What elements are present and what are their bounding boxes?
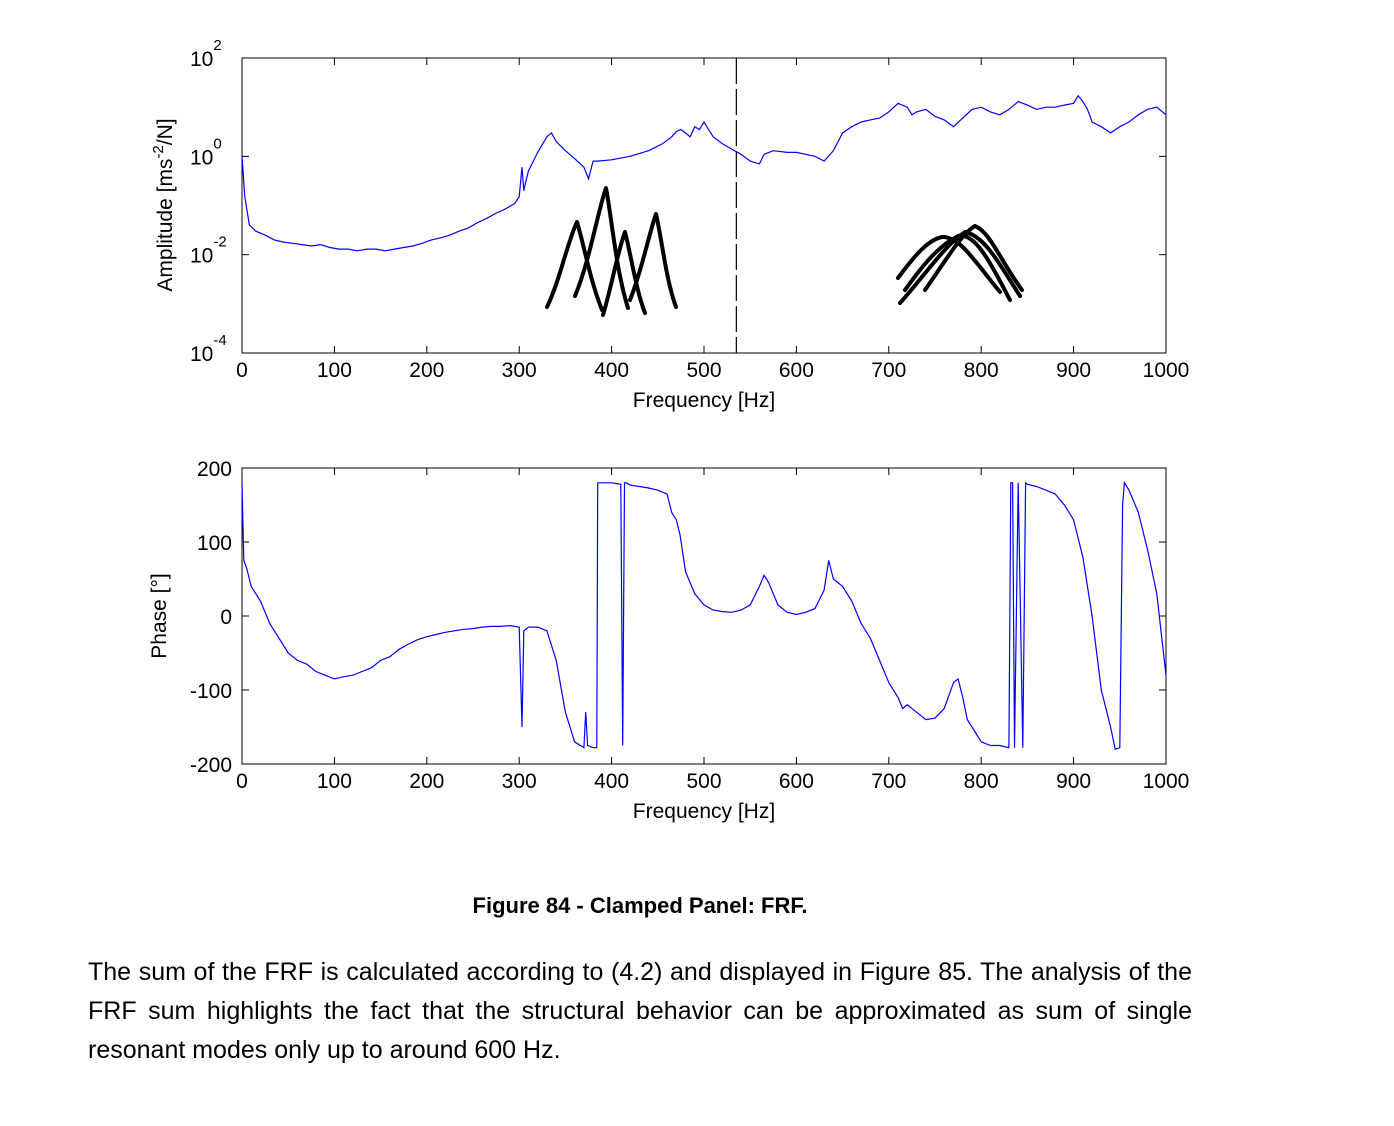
y-tick-label: 0 [220, 606, 232, 629]
sketch-peak-1 [545, 220, 604, 312]
x-tick-label: 700 [871, 359, 906, 382]
x-tick-label: 0 [236, 359, 248, 382]
plot-frame [241, 467, 1167, 765]
y-tick-label: -100 [190, 680, 232, 703]
sketch-overlapping-modes [896, 224, 1024, 305]
sketch-mode-1 [896, 234, 1002, 294]
y-tick-label: 102 [190, 37, 222, 71]
x-tick-label: 1000 [1143, 770, 1190, 793]
y-axis-label: Phase [°] [148, 573, 171, 658]
x-axis-label: Frequency [Hz] [633, 800, 775, 823]
x-tick-label: 1000 [1143, 359, 1190, 382]
sketch-mode-4 [923, 224, 1024, 292]
x-tick-label: 900 [1056, 359, 1091, 382]
x-tick-label: 400 [594, 770, 629, 793]
series-line [241, 480, 1167, 750]
x-tick-label: 500 [686, 770, 721, 793]
x-tick-label: 500 [686, 359, 721, 382]
x-tick-label: 200 [409, 359, 444, 382]
x-tick-label: 0 [236, 770, 248, 793]
sketch-peak-3 [601, 230, 647, 317]
x-tick-label: 900 [1056, 770, 1091, 793]
x-axis-label: Frequency [Hz] [633, 389, 775, 412]
plot-frame [241, 57, 1167, 354]
x-tick-label: 200 [409, 770, 444, 793]
sketch-separated-modes [545, 186, 678, 317]
x-tick-label: 700 [871, 770, 906, 793]
body-paragraph: The sum of the FRF is calculated accordi… [88, 958, 1192, 1064]
y-tick-label: 10-4 [190, 332, 227, 366]
sketch-peak-2 [573, 186, 630, 310]
y-tick-label: 200 [197, 458, 232, 481]
x-tick-label: 600 [779, 770, 814, 793]
y-tick-label: 100 [190, 135, 222, 169]
x-tick-label: 800 [964, 770, 999, 793]
amplitude-chart: 0 100 200 300 400 500 600 700 800 900 1000 Frequenc… [150, 37, 1189, 412]
x-tick-label: 100 [317, 359, 352, 382]
x-tick-label: 400 [594, 359, 629, 382]
x-tick-label: 100 [317, 770, 352, 793]
figure-caption: Figure 84 - Clamped Panel: FRF. [472, 893, 808, 918]
series-line [241, 94, 1167, 252]
y-tick-label: -200 [190, 754, 232, 777]
figure: 0 100 200 300 400 500 600 700 800 900 1000 Frequenc… [148, 37, 1189, 823]
x-tick-label: 800 [964, 359, 999, 382]
x-tick-label: 300 [502, 359, 537, 382]
y-tick-label: 100 [197, 532, 232, 555]
y-axis-label: Amplitude [ms-2/N] [150, 118, 177, 291]
y-tick-label: 10-2 [190, 234, 227, 268]
x-tick-label: 300 [502, 770, 537, 793]
sketch-peak-4 [628, 212, 678, 309]
figure-svg: 0 100 200 300 400 500 600 700 800 900 1000Frequenc… [148, 37, 1189, 823]
phase-chart: 0 100 200 300 400 500 600 700 800 900 1000Frequenc… [148, 458, 1189, 823]
x-tick-label: 600 [779, 359, 814, 382]
